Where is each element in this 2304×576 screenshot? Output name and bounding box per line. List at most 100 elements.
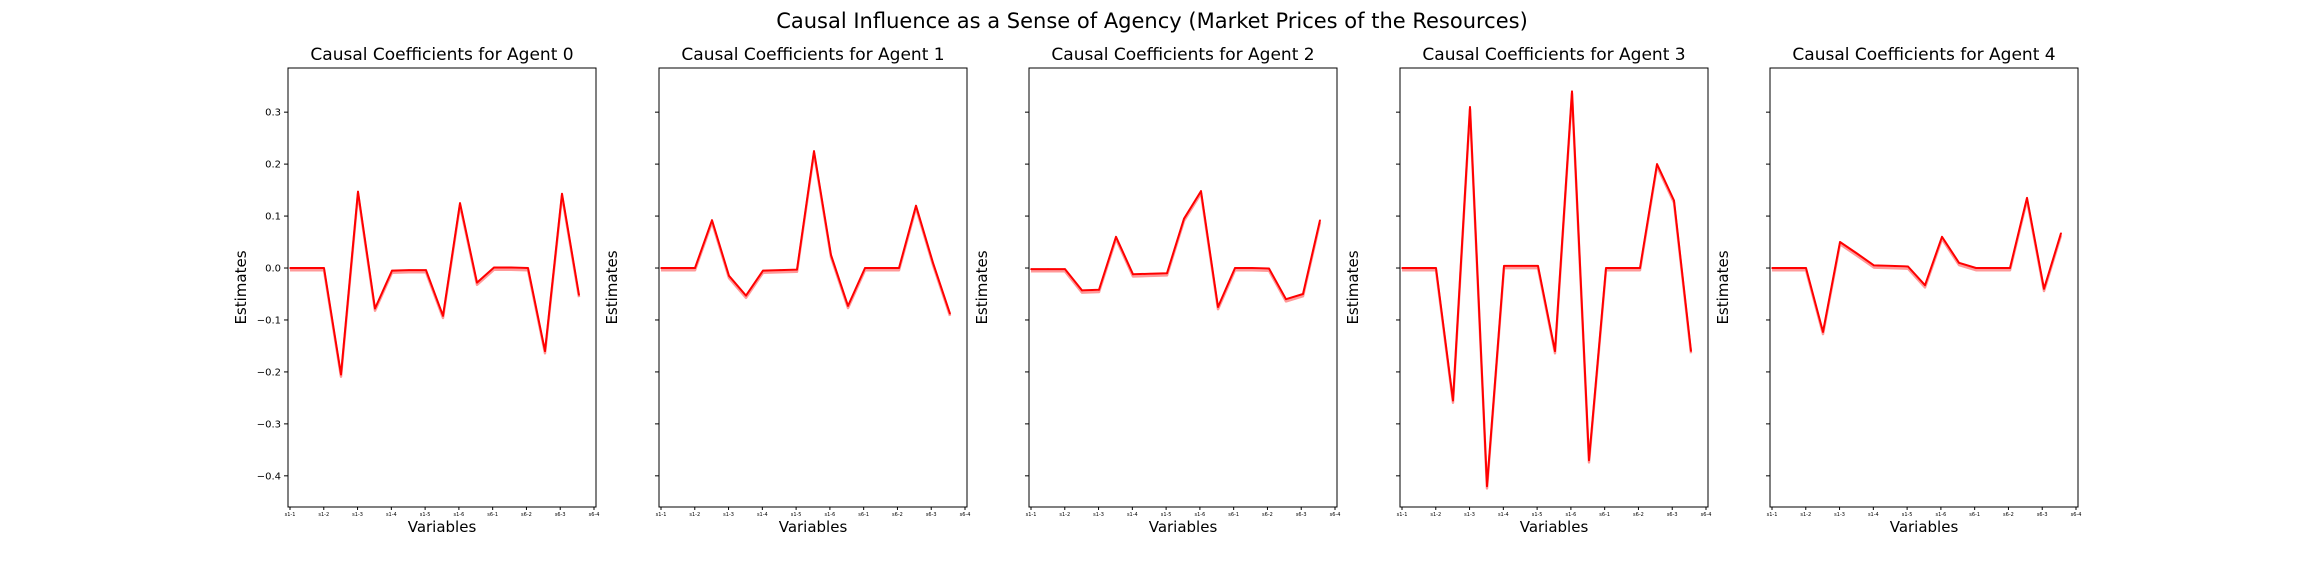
subplot-agent-2: Causal Coefficients for Agent 2 s1-1 s1-2 s… (973, 45, 1340, 536)
y-axis-label: Estimates (1714, 250, 1732, 324)
series-band (1031, 192, 1322, 311)
data-point (1285, 298, 1287, 301)
data-point (1217, 306, 1219, 308)
data-point (660, 267, 662, 269)
y-tick-label: −0.2 (257, 367, 281, 378)
data-point (1771, 267, 1773, 269)
data-point (1030, 268, 1032, 270)
data-point (745, 294, 747, 297)
data-point (694, 267, 696, 269)
data-point (1958, 262, 1960, 264)
x-tick-label: s6-1 (1228, 512, 1239, 518)
data-point (1503, 265, 1505, 267)
series-band (1772, 198, 2063, 336)
x-tick-label: s1-4 (757, 512, 768, 518)
data-point (1907, 265, 1909, 268)
data-point (779, 269, 781, 271)
x-tick-label: s1-2 (1059, 512, 1070, 518)
data-point (561, 192, 563, 195)
data-point (1081, 289, 1083, 292)
x-tick-label: s1-3 (1834, 512, 1845, 518)
data-point (1268, 267, 1270, 270)
subplot-title: Causal Coefficients for Agent 1 (681, 45, 944, 65)
data-point (306, 267, 308, 269)
data-point (1605, 267, 1607, 269)
series-line (290, 190, 580, 376)
series-band (1402, 92, 1693, 490)
x-tick-label: s1-3 (352, 512, 363, 518)
data-point (1639, 267, 1641, 269)
series-line (661, 150, 951, 315)
data-point (949, 312, 951, 315)
y-tick-label: −0.1 (257, 315, 281, 326)
data-point (1234, 267, 1236, 269)
data-point (1064, 268, 1066, 270)
x-tick-label: s1-1 (1026, 512, 1037, 518)
x-tick-label: s6-2 (892, 512, 903, 518)
x-axis-label: Variables (408, 518, 477, 536)
data-point (1992, 267, 1994, 269)
data-point (1418, 267, 1420, 269)
data-point (1822, 331, 1824, 333)
data-point (711, 219, 713, 221)
x-tick-label: s1-4 (1498, 512, 1509, 518)
data-point (1975, 267, 1977, 269)
data-point (289, 267, 291, 269)
y-axis-label: Estimates (973, 250, 991, 324)
data-point (1873, 264, 1875, 267)
subplot-title: Causal Coefficients for Agent 2 (1051, 45, 1314, 65)
x-tick-label: s1-2 (1800, 512, 1811, 518)
x-tick-label: s1-1 (1397, 512, 1408, 518)
data-point (1622, 267, 1624, 269)
x-tick-label: s6-2 (2003, 512, 2014, 518)
data-point (1047, 268, 1049, 270)
data-point (864, 267, 866, 269)
x-tick-label: s1-5 (1161, 512, 1172, 518)
data-point (677, 267, 679, 269)
data-point (1183, 217, 1185, 220)
subplot-agent-4: Causal Coefficients for Agent 4 s1-1 s1-2 s… (1714, 45, 2081, 536)
subplot-title: Causal Coefficients for Agent 0 (310, 45, 573, 65)
x-tick-label: s1-2 (689, 512, 700, 518)
data-point (493, 266, 495, 269)
x-tick-label: s1-5 (791, 512, 802, 518)
series-band (661, 152, 952, 317)
data-point (2009, 267, 2011, 269)
axes-frame (1769, 67, 2079, 508)
series-line (1772, 196, 2062, 333)
data-point (1486, 485, 1488, 488)
subplot-title: Causal Coefficients for Agent 4 (1792, 45, 2055, 65)
data-point (1302, 293, 1304, 295)
data-point (544, 350, 546, 352)
x-tick-label: s6-4 (589, 512, 600, 518)
x-tick-label: s1-5 (420, 512, 431, 518)
x-tick-label: s1-1 (285, 512, 296, 518)
x-tick-label: s6-1 (1969, 512, 1980, 518)
x-tick-label: s1-6 (453, 512, 464, 518)
x-tick-label: s1-2 (1430, 512, 1441, 518)
subplot-title: Causal Coefficients for Agent 3 (1422, 45, 1685, 65)
x-tick-label: s1-6 (1565, 512, 1576, 518)
y-tick-label: −0.3 (257, 419, 281, 430)
data-point (2060, 232, 2062, 234)
data-point (391, 269, 393, 272)
data-point (1098, 289, 1100, 291)
data-point (1839, 241, 1841, 243)
data-point (459, 202, 461, 204)
data-point (796, 268, 798, 271)
data-point (1656, 163, 1658, 165)
data-point (2026, 197, 2028, 199)
data-point (1941, 236, 1943, 238)
data-point (915, 204, 917, 207)
x-tick-label: s1-4 (1868, 512, 1879, 518)
data-point (1469, 106, 1471, 108)
y-tick-label: −0.4 (257, 471, 281, 482)
series-band (290, 192, 581, 378)
data-point (510, 266, 512, 269)
x-tick-label: s1-5 (1532, 512, 1543, 518)
data-point (1537, 265, 1539, 267)
data-point (1673, 199, 1675, 202)
x-tick-label: s6-2 (1262, 512, 1273, 518)
x-tick-label: s1-3 (723, 512, 734, 518)
